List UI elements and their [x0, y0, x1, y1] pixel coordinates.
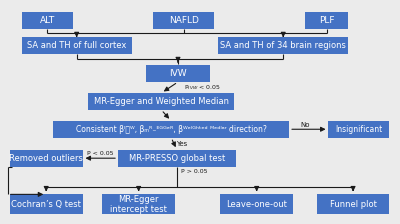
FancyBboxPatch shape — [53, 121, 289, 138]
Text: MR-Egger and Weighted Median: MR-Egger and Weighted Median — [94, 97, 229, 106]
FancyBboxPatch shape — [328, 121, 390, 138]
Text: P > 0.05: P > 0.05 — [181, 169, 208, 174]
Text: MR-Egger
intercept test: MR-Egger intercept test — [110, 195, 167, 214]
FancyBboxPatch shape — [10, 150, 82, 166]
FancyBboxPatch shape — [22, 37, 132, 54]
Text: P < 0.05: P < 0.05 — [87, 151, 114, 156]
FancyBboxPatch shape — [154, 12, 214, 28]
FancyBboxPatch shape — [317, 194, 390, 214]
FancyBboxPatch shape — [146, 65, 210, 82]
Text: Funnel plot: Funnel plot — [330, 200, 376, 209]
Text: MR-PRESSO global test: MR-PRESSO global test — [129, 154, 225, 163]
Text: IVW: IVW — [169, 69, 187, 78]
Text: PLF: PLF — [319, 16, 334, 25]
FancyBboxPatch shape — [10, 194, 82, 214]
Text: SA and TH of full cortex: SA and TH of full cortex — [27, 41, 126, 50]
Text: No: No — [300, 122, 310, 128]
FancyBboxPatch shape — [218, 37, 348, 54]
FancyBboxPatch shape — [118, 150, 236, 166]
Text: Consistent βᴵᵜᵂ, βₘᴿ₋ᴱᴳᴳᵉᴿ, βᵂᵉᴵᴳʰᵗᵉᵈ ᴹᵉᵈᴵᵃʳ direction?: Consistent βᴵᵜᵂ, βₘᴿ₋ᴱᴳᴳᵉᴿ, βᵂᵉᴵᴳʰᵗᵉᵈ ᴹᵉ… — [76, 125, 266, 134]
FancyBboxPatch shape — [102, 194, 175, 214]
Text: Cochran’s Q test: Cochran’s Q test — [11, 200, 81, 209]
Text: SA and TH of 34 brain regions: SA and TH of 34 brain regions — [220, 41, 346, 50]
FancyBboxPatch shape — [88, 93, 234, 110]
Text: Leave-one-out: Leave-one-out — [226, 200, 287, 209]
Text: NAFLD: NAFLD — [169, 16, 199, 25]
Text: Removed outliers: Removed outliers — [9, 154, 83, 163]
FancyBboxPatch shape — [220, 194, 293, 214]
FancyBboxPatch shape — [305, 12, 348, 28]
Text: ALT: ALT — [40, 16, 55, 25]
Text: Insignificant: Insignificant — [335, 125, 383, 134]
Text: Yes: Yes — [176, 141, 187, 147]
FancyBboxPatch shape — [22, 12, 73, 28]
Text: P$_{IVW}$ < 0.05: P$_{IVW}$ < 0.05 — [184, 83, 221, 92]
